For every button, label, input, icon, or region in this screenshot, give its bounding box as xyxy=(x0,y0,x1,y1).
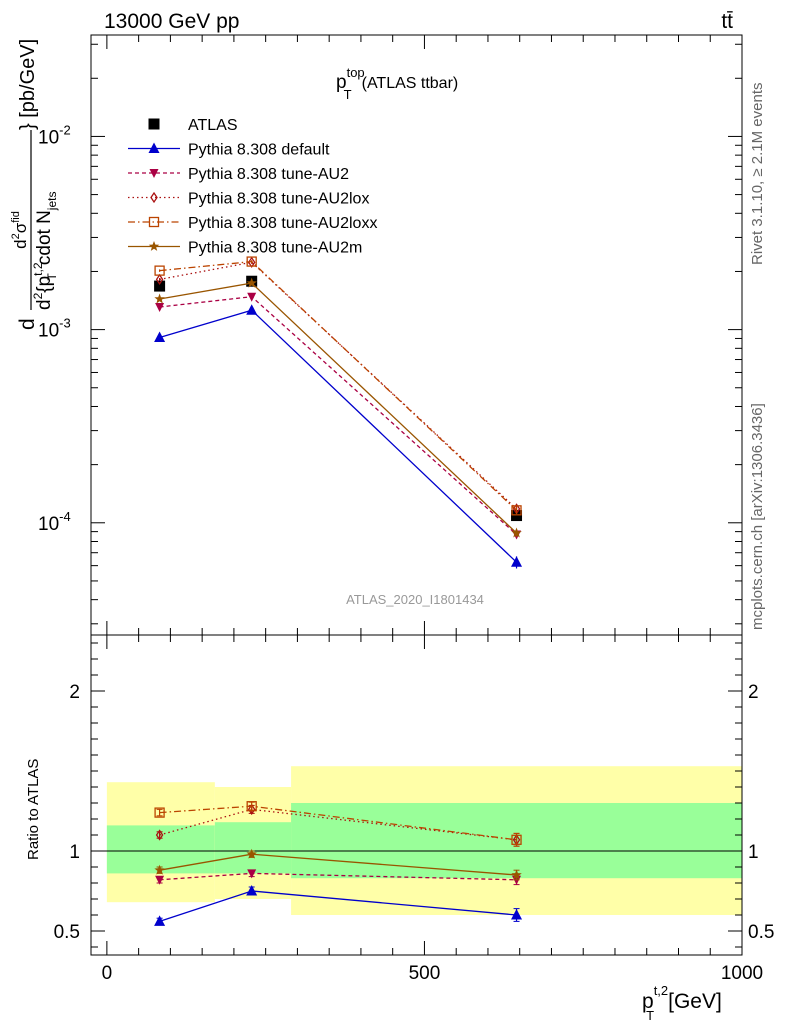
ratio-y-tick-label-left: 2 xyxy=(69,682,80,703)
ratio-y-tick-label-right: 2 xyxy=(748,682,759,703)
ratio-point xyxy=(154,915,166,926)
ratio-point xyxy=(247,869,257,879)
ratio-point xyxy=(511,909,523,920)
legend-item: Pythia 8.308 tune-AU2 xyxy=(128,166,349,183)
data-point xyxy=(154,293,165,304)
header-process: tt̄ xyxy=(721,10,733,33)
series-pythia-8-308-tune-au2 xyxy=(155,292,522,540)
svg-text:} [pb/GeV]: } [pb/GeV] xyxy=(17,39,39,130)
legend-item: Pythia 8.308 tune-AU2lox xyxy=(128,191,369,208)
main-y-tick-label: 10-3 xyxy=(38,316,71,342)
data-point xyxy=(155,302,165,312)
inner-band xyxy=(214,822,292,874)
main-series-layer xyxy=(154,256,523,569)
mcplots-label: mcplots.cern.ch [arXiv:1306.3436] xyxy=(749,403,766,630)
data-point xyxy=(511,505,522,516)
ratio-axis-ticks xyxy=(91,635,743,955)
ratio-y-tick-label-left: 0.5 xyxy=(54,922,80,943)
legend-label: Pythia 8.308 tune-AU2 xyxy=(188,166,349,183)
rivet-version-label: Rivet 3.1.10, ≥ 2.1M events xyxy=(749,83,766,266)
svg-text:d2σfid: d2σfid xyxy=(10,211,30,249)
ratio-point xyxy=(155,829,164,841)
ratio-point xyxy=(511,869,522,880)
series-pythia-8-308-tune-au2loxx xyxy=(154,256,522,516)
data-point xyxy=(154,280,166,292)
plot-title: ptop T(ATLAS ttbar) xyxy=(336,65,458,102)
analysis-watermark: ATLAS_2020_I1801434 xyxy=(346,592,484,607)
x-tick-label: 500 xyxy=(409,963,441,984)
legend-item: Pythia 8.308 tune-AU2loxx xyxy=(128,215,377,232)
data-point xyxy=(511,556,523,567)
ratio-point xyxy=(247,803,256,816)
legend-marker xyxy=(148,241,160,251)
header-energy: 13000 GeV pp xyxy=(104,10,239,33)
series-line xyxy=(159,296,517,535)
legend-label: Pythia 8.308 default xyxy=(188,142,330,159)
series-line xyxy=(159,260,517,511)
ratio-series-pythia-8-308-tune-au2loxx xyxy=(154,801,522,847)
ratio-y-tick-label-left: 1 xyxy=(69,842,80,863)
data-point xyxy=(155,273,164,286)
legend-label: Pythia 8.308 tune-AU2m xyxy=(188,240,362,257)
main-y-tick-label: 10-2 xyxy=(38,122,71,148)
ratio-y-axis-label: Ratio to ATLAS xyxy=(25,759,42,860)
legend-label: Pythia 8.308 tune-AU2loxx xyxy=(188,215,377,232)
legend-marker xyxy=(148,216,160,228)
ratio-y-tick-label-right: 0.5 xyxy=(748,922,774,943)
legend-marker xyxy=(148,142,160,153)
ratio-point xyxy=(155,875,165,885)
data-point xyxy=(154,331,166,343)
ratio-plot-frame xyxy=(90,634,743,956)
x-tick-labels: 0 500 1000 xyxy=(102,963,764,984)
svg-text:d2{pt,2Tcdot Njets: d2{pt,2Tcdot Njets xyxy=(31,192,59,310)
data-point xyxy=(511,510,523,522)
main-y-tick-labels: 10-2 10-3 10-4 xyxy=(38,122,71,534)
ratio-point xyxy=(154,807,165,818)
ratio-point xyxy=(246,848,257,859)
series-pythia-8-308-tune-au2m xyxy=(154,277,522,538)
ratio-y-tick-label-right: 1 xyxy=(748,842,759,863)
data-point xyxy=(154,265,165,276)
series-pythia-8-308-tune-au2lox xyxy=(155,256,521,515)
data-point xyxy=(511,527,522,538)
svg-text:d: d xyxy=(16,318,39,330)
legend-marker xyxy=(149,169,159,178)
data-point xyxy=(246,256,257,267)
ratio-series-pythia-8-308-default xyxy=(154,885,523,926)
ratio-series-layer xyxy=(154,801,523,926)
main-axis-ticks xyxy=(91,35,743,635)
ratio-point xyxy=(246,801,257,812)
x-axis-label: pt,2 T[GeV] xyxy=(642,983,722,1023)
series-pythia-8-308-default xyxy=(154,304,523,569)
data-point xyxy=(247,256,256,268)
x-tick-label: 0 xyxy=(102,963,113,984)
x-tick-label: 1000 xyxy=(721,963,763,984)
ratio-y-tick-labels: 2 2 1 1 0.5 0.5 xyxy=(54,682,775,943)
legend-label: ATLAS xyxy=(188,117,238,134)
series-line xyxy=(159,309,517,563)
data-point xyxy=(247,292,257,302)
series-line xyxy=(159,282,517,534)
legend-marker xyxy=(148,118,160,130)
legend-marker xyxy=(150,191,158,204)
legend: ATLAS Pythia 8.308 default Pythia 8.308 tu… xyxy=(128,117,377,257)
data-point xyxy=(246,277,257,288)
main-y-tick-label: 10-4 xyxy=(38,509,71,535)
main-y-axis-label: d d2σfid d2{pt,2Tcdot Njets } [pb/GeV] xyxy=(10,39,59,330)
legend-label: Pythia 8.308 tune-AU2lox xyxy=(188,191,369,208)
legend-item: Pythia 8.308 tune-AU2m xyxy=(128,240,362,257)
ratio-series-pythia-8-308-tune-au2m xyxy=(154,848,522,881)
legend-item: ATLAS xyxy=(148,117,238,134)
series-atlas xyxy=(154,275,523,522)
ratio-point xyxy=(246,885,258,896)
series-line xyxy=(159,261,517,510)
legend-item: Pythia 8.308 default xyxy=(128,142,330,159)
ratio-point xyxy=(154,864,165,875)
ratio-point xyxy=(511,834,522,845)
ratio-uncertainty-bands xyxy=(91,766,742,915)
data-point xyxy=(246,304,258,315)
